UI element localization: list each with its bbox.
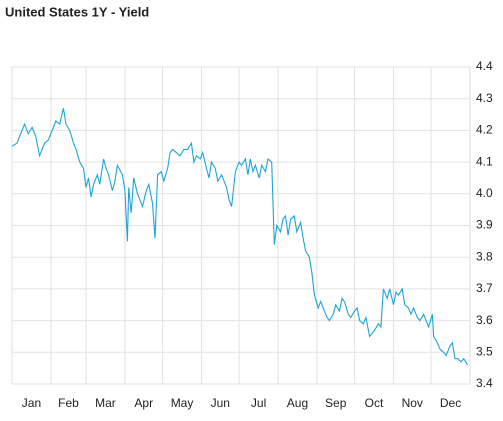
x-tick-label: Mar xyxy=(95,396,116,410)
x-tick-label: Jul xyxy=(251,396,266,410)
x-tick-label: Sep xyxy=(325,396,347,410)
chart-title: United States 1Y - Yield xyxy=(5,4,149,19)
y-tick-label: 3.7 xyxy=(476,281,493,295)
x-tick-label: Feb xyxy=(58,396,79,410)
x-tick-label: Jun xyxy=(211,396,230,410)
y-tick-label: 3.6 xyxy=(476,313,493,327)
yield-line xyxy=(11,108,468,366)
y-tick-label: 4.4 xyxy=(476,59,493,73)
x-tick-label: Apr xyxy=(134,396,153,410)
y-tick-label: 3.5 xyxy=(476,344,493,358)
x-tick-label: Aug xyxy=(287,396,308,410)
x-tick-label: Jan xyxy=(22,396,41,410)
y-tick-label: 3.4 xyxy=(476,376,493,390)
x-tick-label: Dec xyxy=(440,396,461,410)
y-tick-label: 3.9 xyxy=(476,218,493,232)
y-tick-label: 4.2 xyxy=(476,123,493,137)
y-tick-label: 4.0 xyxy=(476,186,493,200)
x-tick-label: Oct xyxy=(365,396,384,410)
x-tick-label: Nov xyxy=(402,396,423,410)
y-tick-label: 4.1 xyxy=(476,154,493,168)
y-tick-label: 3.8 xyxy=(476,249,493,263)
x-tick-label: May xyxy=(171,396,194,410)
y-tick-label: 4.3 xyxy=(476,91,493,105)
